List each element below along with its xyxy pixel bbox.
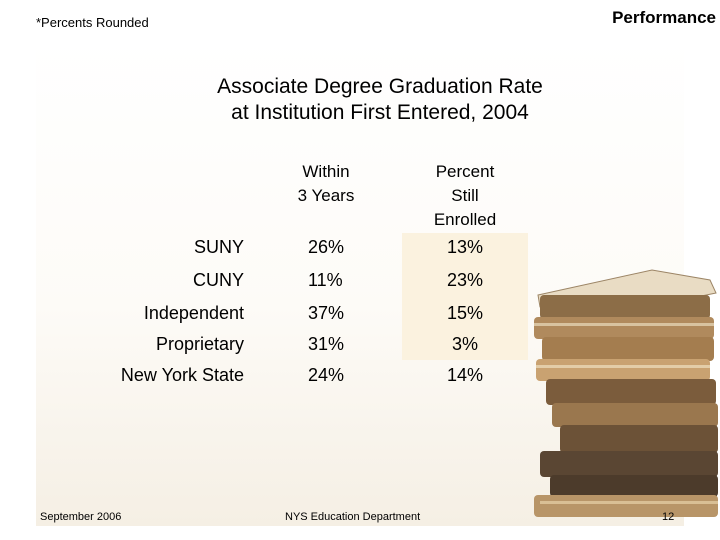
table-row: New York State 24% 14% (0, 365, 720, 395)
table-row: SUNY 26% 13% (0, 237, 720, 267)
row-within-value: 37% (308, 303, 345, 323)
row-label: Independent (143, 303, 244, 323)
footer-date: September 2006 (40, 511, 122, 523)
footer-organization: NYS Education Department (285, 511, 421, 523)
title-line-1: Associate Degree Graduation Rate (217, 75, 543, 98)
row-within-value: 26% (308, 237, 345, 257)
row-enrolled-value: 13% (446, 237, 484, 257)
footer-page-number: 12 (662, 511, 675, 523)
row-label: New York State (120, 365, 244, 385)
book-stack-icon (534, 269, 718, 517)
row-enrolled-value: 15% (446, 303, 484, 323)
header-percent-line-1: Percent (435, 162, 495, 181)
row-label: SUNY (193, 237, 244, 257)
row-label: CUNY (192, 270, 244, 290)
row-label: Proprietary (155, 334, 244, 354)
slide-title: Associate Degree Graduation Rate at Inst… (160, 74, 600, 126)
header-within-line-2: 3 Years (297, 186, 355, 205)
table-row: CUNY 11% 23% (0, 270, 720, 300)
title-line-2: at Institution First Entered, 2004 (231, 101, 529, 124)
enrolled-column-highlight (402, 233, 528, 360)
header-percent-line-3: Enrolled (433, 210, 497, 229)
table-row: Proprietary 31% 3% (0, 334, 720, 364)
table-row: Independent 37% 15% (0, 303, 720, 333)
header-within-3-years: Within 3 Years (276, 160, 376, 208)
percents-rounded-note: *Percents Rounded (36, 15, 149, 30)
row-enrolled-value: 23% (446, 270, 484, 290)
header-percent-line-2: Still (451, 186, 479, 205)
row-within-value: 11% (308, 270, 343, 290)
row-enrolled-value: 14% (446, 365, 484, 385)
header-percent-still-enrolled: Percent Still Enrolled (405, 160, 525, 232)
row-enrolled-value: 3% (451, 334, 478, 354)
row-within-value: 31% (308, 334, 345, 354)
row-within-value: 24% (308, 365, 345, 385)
section-title: Performance (612, 8, 716, 27)
header-within-line-1: Within (302, 162, 350, 181)
